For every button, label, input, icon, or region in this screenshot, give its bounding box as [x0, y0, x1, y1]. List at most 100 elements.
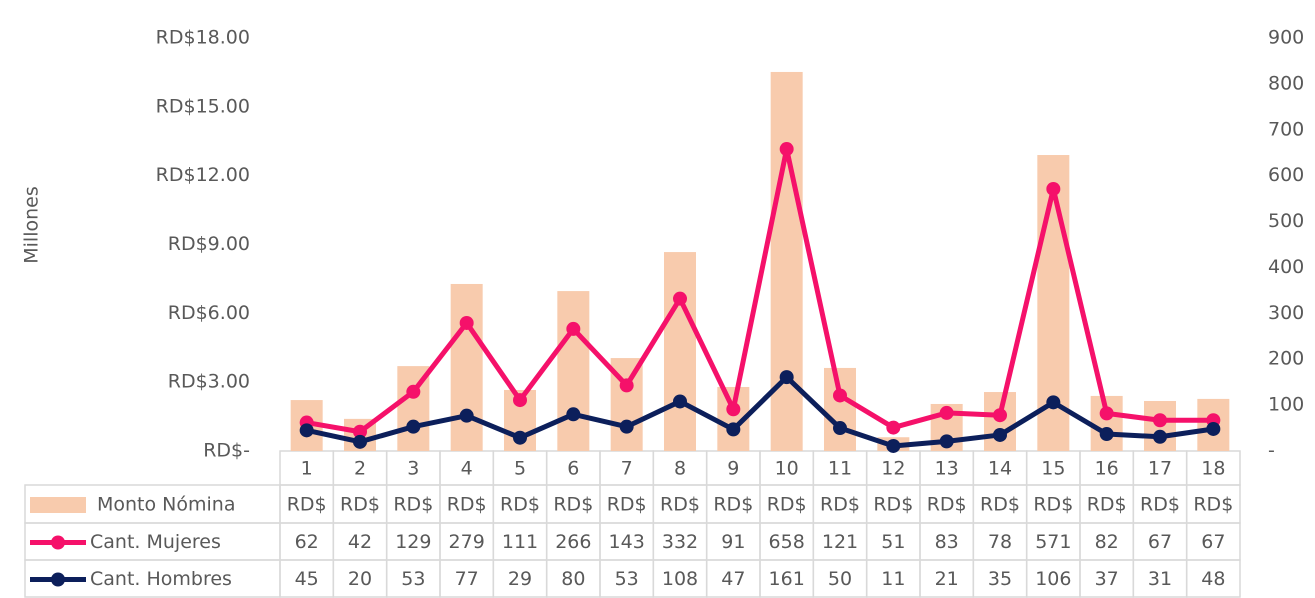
data-label: RD$	[393, 494, 433, 516]
data-label: 53	[615, 568, 639, 590]
data-label: 11	[881, 568, 905, 590]
point	[353, 434, 367, 449]
y2-tick-label: 300	[1268, 302, 1304, 324]
y-tick-label: RD$6.00	[168, 302, 250, 324]
point	[1206, 421, 1221, 436]
point	[513, 393, 527, 408]
data-label: RD$	[1193, 494, 1233, 516]
x-tick-label: 3	[407, 458, 419, 480]
data-label: 78	[988, 531, 1012, 553]
point	[779, 142, 794, 157]
data-label: 82	[1095, 531, 1119, 553]
bar	[770, 71, 803, 452]
y-tick-label: RD$12.00	[156, 164, 250, 186]
legend-label: Cant. Mujeres	[90, 531, 221, 553]
data-label: RD$	[447, 494, 487, 516]
x-tick-label: 18	[1201, 458, 1225, 480]
data-label: 106	[1035, 568, 1071, 590]
point	[1046, 395, 1061, 410]
data-label: RD$	[500, 494, 540, 516]
point	[673, 291, 687, 306]
point	[833, 388, 847, 403]
point	[459, 315, 474, 330]
y-tick-label: RD$18.00	[156, 27, 250, 49]
point	[1046, 181, 1061, 196]
point	[299, 423, 314, 438]
data-label: 20	[348, 568, 372, 590]
data-label: RD$	[713, 494, 753, 516]
data-label: 51	[881, 531, 905, 553]
x-tick-label: 8	[674, 458, 686, 480]
data-label: 571	[1035, 531, 1071, 553]
data-label: 266	[555, 531, 591, 553]
data-label: 121	[822, 531, 858, 553]
legend-swatch	[51, 535, 65, 550]
x-tick-label: 11	[828, 458, 852, 480]
x-tick-label: 9	[727, 458, 739, 480]
point	[993, 408, 1007, 423]
y-tick-label: RD$3.00	[168, 371, 250, 393]
x-tick-label: 17	[1148, 458, 1172, 480]
point	[886, 420, 901, 435]
line	[306, 374, 1214, 449]
y-tick-label: RD$-	[203, 440, 250, 462]
data-label: 50	[828, 568, 852, 590]
y2-tick-label: -	[1268, 440, 1275, 462]
data-label: 80	[561, 568, 585, 590]
y-axis-label: Millones	[21, 186, 43, 263]
data-label: RD$	[1140, 494, 1180, 516]
point	[939, 405, 954, 420]
data-label: 67	[1201, 531, 1225, 553]
line	[306, 146, 1214, 435]
data-label: 45	[295, 568, 319, 590]
data-label: RD$	[607, 494, 647, 516]
point	[566, 321, 581, 336]
point	[513, 430, 527, 445]
data-label: 111	[502, 531, 538, 553]
x-tick-label: 4	[461, 458, 473, 480]
point	[406, 419, 421, 434]
data-label: 53	[401, 568, 425, 590]
x-tick-label: 2	[354, 458, 366, 480]
y-tick-label: RD$15.00	[156, 95, 250, 117]
data-label: RD$	[820, 494, 860, 516]
point	[353, 424, 367, 439]
point	[459, 408, 474, 423]
y-tick-label: RD$9.00	[168, 233, 250, 255]
point	[1099, 427, 1114, 442]
data-label: 332	[662, 531, 698, 553]
data-label: 129	[395, 531, 431, 553]
point	[673, 394, 687, 409]
legend-label: Cant. Hombres	[90, 568, 232, 590]
point	[1153, 429, 1167, 444]
point	[726, 402, 741, 417]
data-label: RD$	[980, 494, 1020, 516]
x-tick-label: 12	[881, 458, 905, 480]
data-label: 37	[1095, 568, 1119, 590]
data-label: 91	[721, 531, 745, 553]
bar	[450, 283, 483, 451]
data-label: RD$	[1087, 494, 1127, 516]
x-tick-label: 14	[988, 458, 1012, 480]
data-label: 143	[609, 531, 645, 553]
point	[1153, 413, 1167, 428]
data-label: RD$	[1033, 494, 1073, 516]
y2-tick-label: 200	[1268, 348, 1304, 370]
data-label: 108	[662, 568, 698, 590]
data-label: RD$	[873, 494, 913, 516]
data-label: RD$	[660, 494, 700, 516]
point	[779, 370, 794, 385]
y2-tick-label: 500	[1268, 210, 1304, 232]
point	[939, 434, 954, 449]
y2-tick-label: 600	[1268, 164, 1304, 186]
data-label: 62	[295, 531, 319, 553]
x-tick-label: 5	[514, 458, 526, 480]
point	[406, 384, 421, 399]
x-tick-label: 7	[621, 458, 633, 480]
data-label: 47	[721, 568, 745, 590]
data-label: RD$	[287, 494, 327, 516]
data-label: 42	[348, 531, 372, 553]
legend-swatch	[30, 497, 86, 513]
x-tick-label: 15	[1041, 458, 1065, 480]
